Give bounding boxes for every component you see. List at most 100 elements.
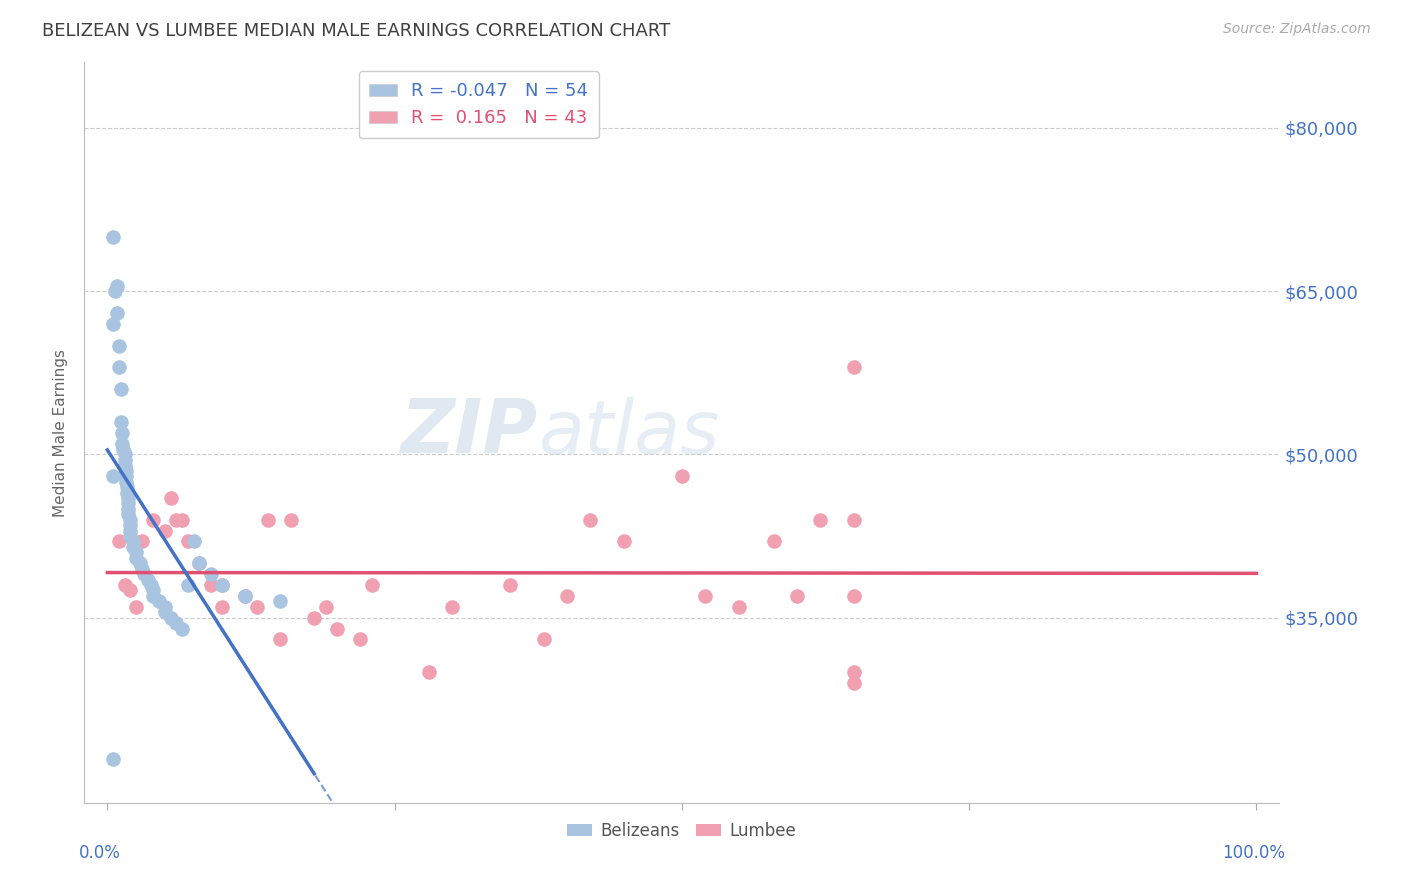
Point [188,556,211,570]
Point [326,622,349,636]
Point [114,453,136,467]
Point [808,513,831,527]
Point [105,306,128,320]
Point [125,599,148,614]
Point [142,589,165,603]
Point [104,284,127,298]
Point [120,524,142,538]
Point [131,562,153,576]
Point [148,594,170,608]
Point [153,599,176,614]
Point [177,578,200,592]
Point [101,752,124,766]
Point [200,578,222,592]
Point [188,556,211,570]
Point [121,534,143,549]
Point [693,589,716,603]
Point [110,382,132,396]
Point [269,632,291,647]
Point [762,534,785,549]
Point [246,599,269,614]
Point [233,589,256,603]
Point [111,425,134,440]
Text: 0.0%: 0.0% [79,844,121,862]
Point [177,534,200,549]
Point [142,583,165,598]
Point [112,442,135,456]
Point [441,599,464,614]
Point [165,616,187,631]
Point [105,278,128,293]
Point [132,567,156,582]
Point [579,513,602,527]
Point [233,589,256,603]
Legend: Belizeans, Lumbee: Belizeans, Lumbee [561,815,803,847]
Point [139,578,162,592]
Point [114,447,136,461]
Point [170,622,193,636]
Point [115,480,138,494]
Point [211,599,233,614]
Point [533,632,555,647]
Point [555,589,578,603]
Point [844,360,866,375]
Point [786,589,808,603]
Point [117,496,139,510]
Point [153,605,176,619]
Point [170,513,193,527]
Point [844,513,866,527]
Point [117,501,139,516]
Point [125,550,148,565]
Point [120,513,142,527]
Point [844,665,866,680]
Point [101,317,124,331]
Point [165,513,187,527]
Point [498,578,520,592]
Point [613,534,636,549]
Point [131,534,153,549]
Point [671,469,693,483]
Point [114,458,136,473]
Point [128,556,150,570]
Point [360,578,382,592]
Point [115,485,138,500]
Point [121,540,143,554]
Point [108,338,131,352]
Point [136,573,159,587]
Point [120,518,142,533]
Point [159,611,181,625]
Point [200,567,222,582]
Point [125,545,148,559]
Point [120,583,142,598]
Point [108,534,131,549]
Y-axis label: Median Male Earnings: Median Male Earnings [53,349,69,516]
Point [844,589,866,603]
Point [280,513,302,527]
Point [418,665,440,680]
Point [110,415,132,429]
Point [117,491,139,505]
Point [114,464,136,478]
Text: BELIZEAN VS LUMBEE MEDIAN MALE EARNINGS CORRELATION CHART: BELIZEAN VS LUMBEE MEDIAN MALE EARNINGS … [42,22,671,40]
Point [101,229,124,244]
Point [315,599,337,614]
Point [114,578,136,592]
Point [159,491,181,505]
Point [728,599,751,614]
Point [117,508,139,522]
Point [153,524,176,538]
Point [114,469,136,483]
Point [844,676,866,690]
Point [257,513,280,527]
Point [120,529,142,543]
Point [211,578,233,592]
Point [142,513,165,527]
Point [183,534,205,549]
Point [111,436,134,450]
Point [349,632,371,647]
Text: 100.0%: 100.0% [1222,844,1285,862]
Text: atlas: atlas [538,397,720,468]
Point [302,611,325,625]
Point [114,475,136,489]
Point [108,360,131,375]
